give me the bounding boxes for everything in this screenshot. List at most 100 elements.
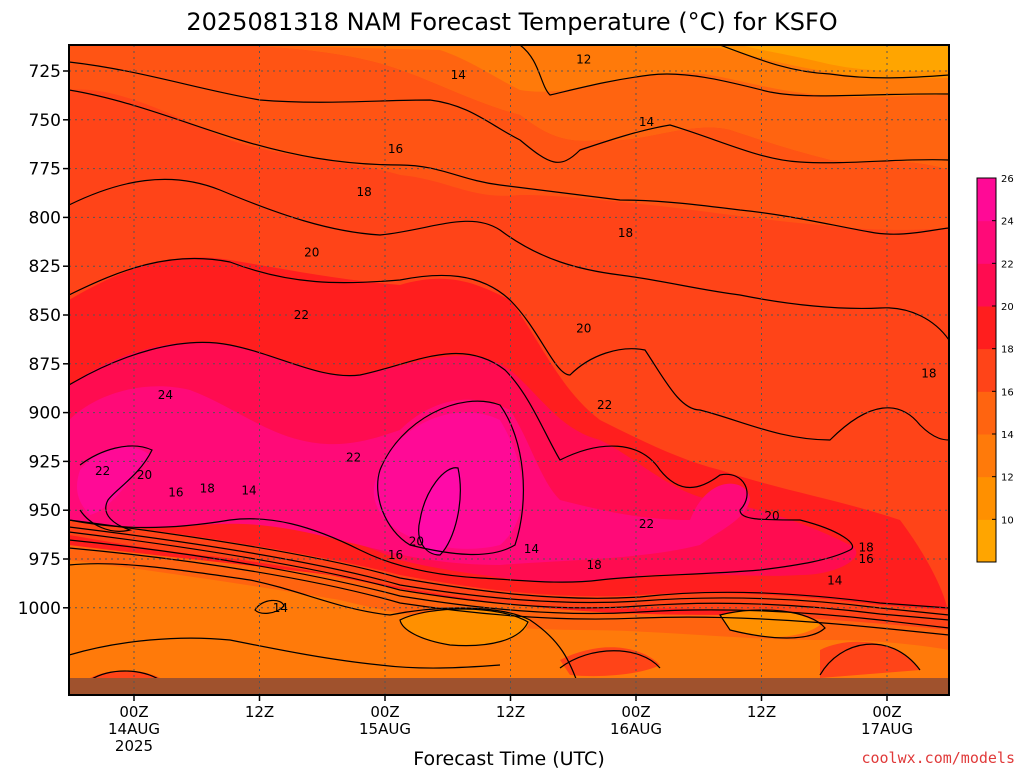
y-tick-label: 725 [29,62,61,82]
contour-label: 18 [356,185,371,199]
grid-lines [69,45,949,695]
colorbar-segment [977,391,996,435]
region-warm-surface [90,641,920,678]
colorbar-segment [977,434,996,478]
contour-label: 22 [294,308,309,322]
contour-label: 20 [137,468,152,482]
contour-label: 14 [524,542,539,556]
contour-label: 16 [388,142,403,156]
region-26 [77,412,523,549]
y-tick-label: 925 [29,452,61,472]
contour-22 [69,341,853,583]
y-tick-label: 850 [29,306,61,326]
plot-frame [68,44,950,696]
x-axis-label: Forecast Time (UTC) [413,748,604,768]
x-tick-label: 16AUG [610,720,662,738]
contour-24a [79,445,153,532]
contour-inv-1 [69,519,949,609]
colorbar-segment [977,476,996,520]
contour-26 [418,467,461,556]
contour-14-low [69,563,581,691]
x-tick-label: 12Z [496,703,525,721]
contour-label: 20 [764,509,779,523]
x-tick-label: 2025 [115,737,153,755]
y-axis: 725 750 775 800 825 850 875 900 925 950 975 1000 [18,62,69,619]
y-tick-label: 825 [29,257,61,277]
x-tick-label: 14AUG [108,720,160,738]
contour-14-low-c [399,608,529,647]
contour-12b [719,45,949,79]
contour-12 [519,45,949,97]
y-tick-label: 800 [29,208,61,228]
colorbar-tick-label: 16 [1001,387,1014,398]
y-tick-label: 875 [29,355,61,375]
x-tick-label: 00Z [119,703,148,721]
contour-14-bottom [69,637,501,669]
contour-label: 18 [618,226,633,240]
contour-label: 18 [921,367,936,381]
contour-16 [69,89,949,235]
contour-inv-3 [69,531,949,621]
contour-label: 14 [639,115,654,129]
contour-label: 24 [158,388,173,402]
colorbar-tick-label: 14 [1001,430,1014,441]
contour-label: 14 [827,573,842,587]
contour-label: 16 [388,548,403,562]
contour-label: 16 [858,552,873,566]
terrain [69,678,949,695]
contour-label: 18 [587,558,602,572]
region-8 [720,45,949,72]
contour-label: 12 [576,52,591,66]
contour-label: 22 [346,450,361,464]
contour-label: 22 [597,398,612,412]
colorbar-tick-label: 10 [1001,515,1014,526]
colorbar-frame [976,177,997,563]
chart-title: 2025081318 NAM Forecast Temperature (°C)… [186,8,837,36]
colorbar-tick-label: 18 [1001,345,1014,356]
contour-inv-2 [69,526,949,616]
y-tick-label: 1000 [18,599,61,619]
colorbar: 10 12 14 16 18 20 22 24 26 [976,174,1014,563]
contour-label: 22 [639,517,654,531]
contour-label: 14 [273,601,288,615]
contour-label: 18 [200,482,215,496]
contour-14-low-b [719,609,826,639]
region-10-low [400,608,820,646]
region-28 [418,467,462,555]
colorbar-tick-label: 20 [1001,302,1014,313]
contour-lines [69,45,949,691]
y-tick-label: 975 [29,550,61,570]
contour-18 [69,178,949,341]
contour-24b [377,400,525,556]
credit-label: coolwx.com/models [861,749,1015,767]
contour-inv-4 [69,539,949,629]
y-tick-label: 775 [29,160,61,180]
colorbar-tick-label: 26 [1001,174,1014,185]
y-tick-label: 900 [29,404,61,424]
x-tick-label: 17AUG [861,720,913,738]
x-tick-label: 15AUG [359,720,411,738]
contour-small-1 [254,599,285,614]
contour-20 [69,257,949,441]
x-tick-label: 12Z [747,703,776,721]
colorbar-segment [977,178,996,222]
colorbar-tick-label: 12 [1001,473,1014,484]
colorbar-segment [977,220,996,264]
region-16 [69,45,949,230]
x-tick-label: 00Z [370,703,399,721]
x-tick-label: 00Z [872,703,901,721]
contour-label: 14 [241,484,256,498]
contour-14-surface-b [819,643,921,676]
contour-label: 20 [304,246,319,260]
y-tick-label: 750 [29,111,61,131]
contour-label: 16 [168,486,183,500]
contour-14-surface-a [89,670,161,681]
colorbar-tick-label: 22 [1001,259,1014,270]
colorbar-segment [977,348,996,392]
x-tick-label: 00Z [621,703,650,721]
y-tick-label: 950 [29,501,61,521]
